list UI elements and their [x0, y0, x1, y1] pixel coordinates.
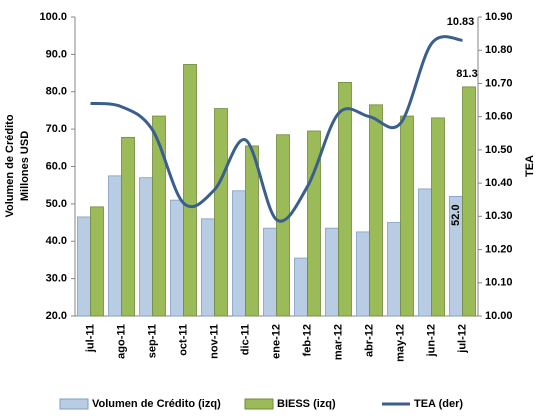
y-axis-title: Volumen de Crédito	[4, 114, 16, 217]
x-tick-label: jul-11	[84, 324, 96, 353]
y2-tick-label: 10.00	[485, 310, 513, 322]
y-tick-label: 60.0	[46, 160, 67, 172]
legend-swatch	[244, 398, 274, 410]
x-tick-label: may-12	[394, 324, 406, 362]
y-tick-label: 90.0	[46, 48, 67, 60]
y2-tick-label: 10.30	[485, 210, 513, 222]
line	[90, 35, 463, 223]
bar	[387, 222, 401, 317]
y-tick-label: 20.0	[46, 310, 67, 322]
y2-tick-label: 10.60	[485, 111, 513, 123]
y2-tick-label: 10.10	[485, 277, 513, 289]
bar	[170, 199, 184, 317]
bar	[369, 104, 383, 317]
bar	[263, 227, 277, 317]
x-tick-label: nov-11	[208, 324, 220, 359]
bar	[338, 82, 352, 317]
bar	[201, 218, 215, 317]
data-label: 52.0	[450, 204, 462, 225]
x-tick-label: abr-12	[363, 324, 375, 357]
bar	[245, 145, 259, 317]
legend-swatch	[59, 398, 89, 410]
x-tick-label: feb-12	[301, 324, 313, 356]
bar	[325, 227, 339, 317]
y2-axis-title: TEA	[524, 155, 536, 177]
bar	[431, 117, 445, 317]
y-tick-label: 70.0	[46, 123, 67, 135]
x-tick-label: oct-11	[177, 324, 189, 356]
bar	[276, 134, 290, 317]
data-label: 81.3	[456, 68, 477, 80]
y2-tick-label: 10.90	[485, 11, 513, 23]
bar	[139, 177, 153, 317]
bar	[294, 257, 308, 317]
y2-tick-label: 10.40	[485, 177, 513, 189]
bar	[152, 115, 166, 317]
legend-label: TEA (der)	[414, 398, 463, 410]
bar	[90, 206, 104, 317]
data-label: 10.83	[447, 16, 475, 28]
legend-label: Volumen de Crédito (izq)	[92, 398, 221, 410]
bar	[400, 115, 414, 317]
x-tick-label: ago-11	[115, 324, 127, 359]
x-tick-label: jun-12	[425, 324, 437, 357]
bar	[232, 190, 246, 317]
bar	[356, 231, 370, 317]
x-tick-label: ene-12	[270, 324, 282, 359]
x-tick-label: mar-12	[332, 324, 344, 360]
y2-tick-label: 10.20	[485, 243, 513, 255]
bar	[183, 64, 197, 317]
x-tick-label: dic-11	[239, 324, 251, 355]
y2-tick-label: 10.80	[485, 44, 513, 56]
y-tick-label: 100.0	[39, 11, 67, 23]
x-tick-label: jul-12	[456, 324, 468, 354]
bar	[121, 136, 135, 317]
x-tick-label: sep-11	[146, 324, 158, 358]
bar	[418, 188, 432, 317]
y-tick-label: 80.0	[46, 86, 67, 98]
bar	[77, 216, 91, 317]
bar	[214, 108, 228, 317]
y-axis-title: Millones USD	[19, 131, 31, 201]
y-tick-label: 30.0	[46, 273, 67, 285]
bar	[108, 175, 122, 317]
y2-tick-label: 10.70	[485, 77, 513, 89]
y-tick-label: 50.0	[46, 198, 67, 210]
legend-label: BIESS (izq)	[277, 398, 336, 410]
y2-tick-label: 10.50	[485, 144, 513, 156]
y-tick-label: 40.0	[46, 235, 67, 247]
bar	[462, 86, 476, 317]
